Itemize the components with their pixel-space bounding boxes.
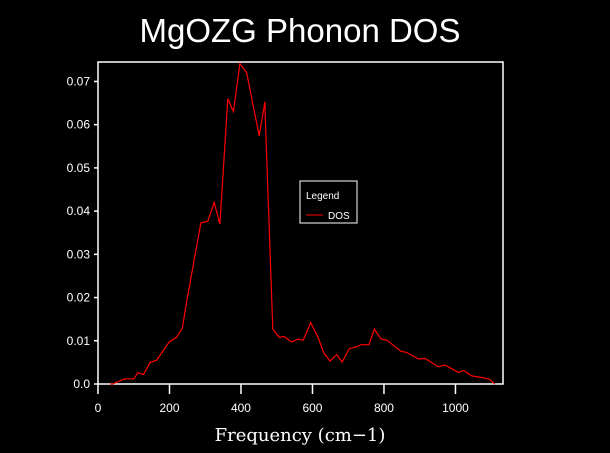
series-line-dos [110,62,496,385]
legend-box [299,180,358,224]
y-tick-label: 0.07 [67,74,91,88]
y-tick-label: 0.06 [67,118,91,132]
y-tick-label: 0.03 [67,247,91,261]
y-tick-label: 0.01 [67,334,91,348]
legend: Legend DOS [299,180,358,224]
y-axis: 0.0 0.01 0.02 0.03 0.04 0.05 0.06 0.07 [67,74,98,391]
y-tick-label: 0.04 [67,204,91,218]
legend-entry-dos: DOS [328,211,350,222]
legend-title: Legend [306,191,339,202]
chart-title: MgOZG Phonon DOS [140,12,461,49]
y-tick-label: 0.02 [67,291,91,305]
y-tick-label: 0.0 [73,377,90,391]
x-axis-label: Frequency (cm−1) [215,425,386,446]
x-tick-label: 1000 [442,401,469,415]
x-tick-label: 200 [159,401,179,415]
x-tick-label: 600 [302,401,322,415]
x-tick-label: 0 [95,401,102,415]
plot-frame [97,61,504,385]
x-tick-label: 400 [231,401,251,415]
x-tick-label: 800 [374,401,394,415]
y-tick-label: 0.05 [67,161,91,175]
x-axis: 0 200 400 600 800 1000 [95,384,469,415]
